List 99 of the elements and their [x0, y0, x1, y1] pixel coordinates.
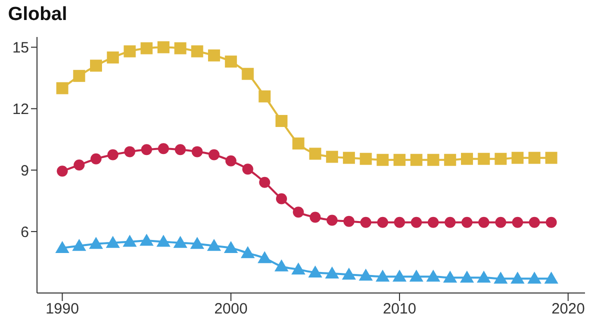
point	[224, 240, 238, 253]
point	[225, 155, 236, 166]
point	[274, 259, 288, 272]
point	[325, 266, 340, 279]
point	[74, 160, 85, 170]
point	[376, 270, 390, 282]
point	[528, 152, 540, 164]
point	[55, 240, 70, 253]
point	[292, 206, 304, 218]
point	[426, 270, 440, 282]
point	[478, 216, 490, 228]
point	[208, 49, 220, 62]
point	[495, 216, 506, 228]
point	[124, 146, 136, 158]
point	[410, 154, 422, 166]
point	[392, 270, 407, 282]
point	[292, 137, 304, 150]
point	[242, 68, 254, 80]
point	[73, 70, 86, 82]
point	[326, 214, 338, 226]
point	[89, 236, 104, 249]
point	[173, 236, 188, 248]
point	[546, 216, 557, 228]
point	[242, 164, 254, 175]
y-tick-label: 9	[20, 162, 29, 180]
x-tick-label: 1990	[46, 300, 79, 318]
point	[443, 270, 458, 283]
point	[107, 149, 118, 160]
point	[258, 90, 271, 102]
point	[156, 234, 170, 247]
point	[224, 56, 237, 68]
point	[427, 154, 440, 166]
point	[192, 146, 203, 158]
point	[208, 149, 220, 160]
point	[141, 144, 152, 156]
point	[460, 152, 473, 165]
point	[174, 144, 186, 156]
x-tick-label: 2020	[551, 300, 585, 318]
point	[394, 216, 406, 228]
point	[240, 246, 255, 258]
point	[56, 82, 68, 94]
point	[72, 238, 86, 251]
point	[376, 154, 389, 166]
y-tick-label: 12	[12, 101, 29, 118]
point	[190, 236, 204, 249]
point	[512, 152, 524, 164]
point	[207, 238, 222, 251]
point	[291, 262, 306, 274]
point	[191, 45, 204, 58]
point	[157, 41, 170, 54]
y-tick-label: 15	[12, 40, 29, 57]
point	[140, 42, 153, 54]
point	[122, 234, 137, 247]
point	[444, 154, 456, 166]
y-tick-label: 6	[20, 224, 29, 241]
point	[309, 148, 322, 160]
point	[342, 152, 355, 164]
point	[460, 270, 474, 283]
point	[410, 216, 422, 228]
point	[478, 152, 490, 165]
point	[510, 272, 525, 284]
point	[326, 150, 338, 163]
point	[258, 251, 272, 264]
point	[394, 154, 406, 166]
point	[275, 114, 288, 127]
point	[428, 216, 439, 228]
point	[308, 266, 322, 278]
point	[494, 152, 507, 165]
point	[124, 45, 136, 58]
point	[476, 270, 491, 283]
point	[106, 51, 119, 64]
point	[56, 166, 68, 177]
point	[342, 268, 356, 280]
point	[377, 216, 388, 228]
point	[360, 216, 372, 228]
point	[544, 272, 558, 284]
point	[90, 153, 102, 164]
point	[106, 236, 120, 248]
point	[358, 268, 373, 281]
point	[140, 234, 154, 246]
x-tick-label: 2010	[382, 300, 416, 318]
point	[528, 216, 540, 228]
point	[360, 152, 372, 165]
point	[461, 216, 472, 228]
point	[409, 270, 424, 282]
point	[494, 272, 508, 284]
chart-title: Global	[8, 4, 68, 26]
point	[545, 152, 558, 164]
point	[444, 216, 456, 228]
point	[512, 216, 524, 228]
point	[259, 176, 270, 188]
point	[527, 272, 542, 284]
point	[310, 212, 321, 223]
point	[90, 60, 102, 72]
point	[158, 143, 169, 154]
point	[276, 193, 287, 204]
x-tick-label: 2000	[214, 300, 248, 318]
point	[343, 216, 354, 227]
point	[174, 42, 186, 54]
